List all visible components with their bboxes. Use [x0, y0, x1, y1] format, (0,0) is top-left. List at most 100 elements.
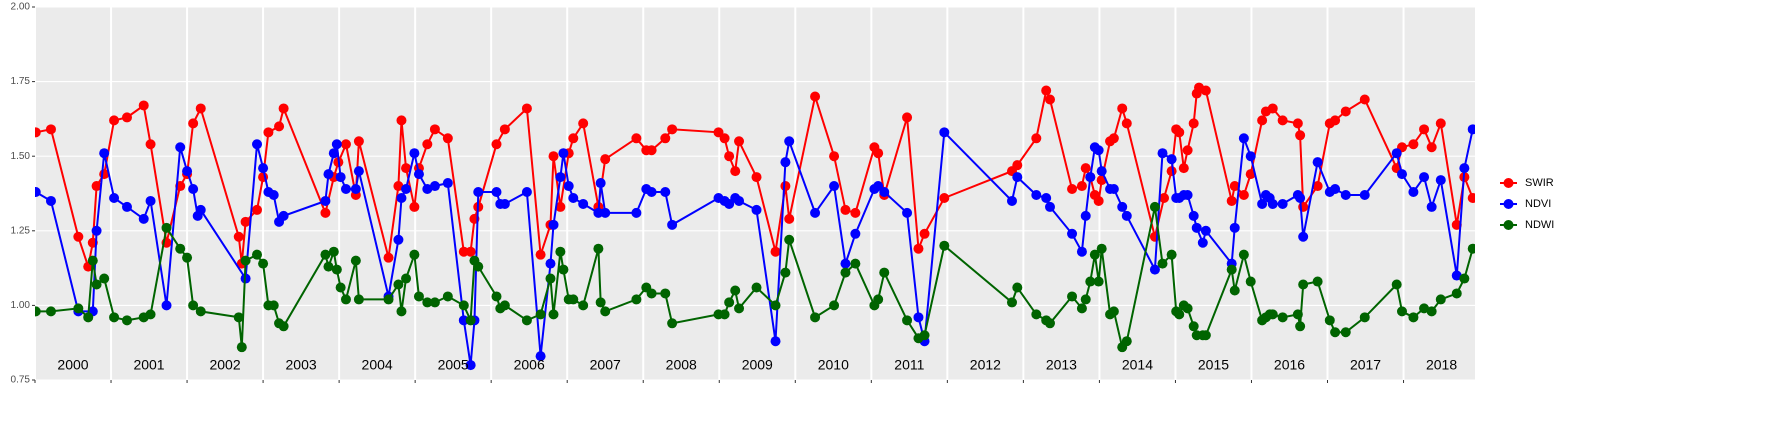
- x-tick-label: 2003: [286, 357, 317, 373]
- data-point: [45, 195, 56, 206]
- data-point: [91, 279, 102, 290]
- data-point: [1298, 279, 1309, 290]
- data-point: [1324, 315, 1335, 326]
- data-point: [1391, 279, 1402, 290]
- data-point: [1076, 246, 1087, 257]
- axes: 0.75 1.00 1.25 1.50 1.75 2.00 2000 2001 2002 2003…: [11, 2, 1458, 386]
- data-point: [73, 303, 84, 314]
- data-point: [1408, 139, 1419, 150]
- data-point: [784, 234, 795, 245]
- data-point: [1096, 166, 1107, 177]
- data-point: [1093, 276, 1104, 287]
- data-point: [340, 184, 351, 195]
- data-point: [1238, 189, 1249, 200]
- data-point: [1267, 309, 1278, 320]
- data-point: [667, 124, 678, 135]
- y-tick-label: 1.50: [11, 151, 31, 162]
- data-point: [1121, 210, 1132, 221]
- data-point: [109, 312, 120, 323]
- data-point: [335, 282, 346, 293]
- data-point: [35, 306, 41, 317]
- data-point: [340, 139, 351, 150]
- data-point: [458, 246, 469, 257]
- data-point: [919, 330, 930, 341]
- data-point: [1044, 201, 1055, 212]
- data-point: [1166, 154, 1177, 165]
- data-point: [521, 315, 532, 326]
- data-point: [323, 169, 334, 180]
- data-point: [1012, 172, 1023, 183]
- data-point: [646, 145, 657, 156]
- data-point: [1419, 172, 1430, 183]
- data-point: [879, 267, 890, 278]
- data-point: [87, 255, 98, 266]
- data-point: [1312, 276, 1323, 287]
- data-point: [939, 127, 950, 138]
- data-point: [422, 184, 433, 195]
- data-point: [734, 136, 745, 147]
- x-tick-label: 2013: [1046, 357, 1077, 373]
- data-point: [473, 261, 484, 272]
- data-point: [902, 112, 913, 123]
- data-point: [1226, 264, 1237, 275]
- data-point: [258, 258, 269, 269]
- x-tick-label: 2005: [438, 357, 469, 373]
- data-point: [393, 181, 404, 192]
- data-point: [320, 207, 331, 218]
- data-point: [278, 321, 289, 332]
- data-point: [660, 288, 671, 299]
- data-point: [236, 342, 247, 353]
- x-tick-label: 2009: [742, 357, 773, 373]
- data-point: [535, 249, 546, 260]
- data-point: [840, 204, 851, 215]
- data-point: [578, 300, 589, 311]
- data-point: [401, 163, 412, 174]
- data-point: [1419, 303, 1430, 314]
- data-point: [1226, 195, 1237, 206]
- data-point: [99, 148, 110, 159]
- data-point: [1426, 201, 1437, 212]
- data-point: [568, 192, 579, 203]
- data-point: [770, 246, 781, 257]
- x-tick-label: 2010: [818, 357, 849, 373]
- data-point: [1467, 124, 1475, 135]
- data-point: [145, 309, 156, 320]
- data-point: [850, 207, 861, 218]
- data-point: [810, 312, 821, 323]
- data-point: [499, 198, 510, 209]
- data-point: [1435, 175, 1446, 186]
- data-point: [442, 291, 453, 302]
- data-point: [175, 243, 186, 254]
- data-point: [730, 166, 741, 177]
- data-point: [1006, 297, 1017, 308]
- data-point: [1089, 249, 1100, 260]
- data-point: [1451, 288, 1462, 299]
- data-point: [409, 148, 420, 159]
- data-point: [902, 315, 913, 326]
- data-point: [600, 154, 611, 165]
- data-point: [491, 139, 502, 150]
- data-point: [810, 91, 821, 102]
- data-point: [521, 103, 532, 114]
- data-point: [331, 139, 342, 150]
- data-point: [401, 184, 412, 195]
- data-point: [600, 306, 611, 317]
- data-point: [161, 222, 172, 233]
- data-point: [829, 151, 840, 162]
- data-point: [393, 279, 404, 290]
- data-point: [195, 103, 206, 114]
- data-point: [780, 157, 791, 168]
- data-point: [873, 294, 884, 305]
- data-point: [913, 312, 924, 323]
- data-point: [1359, 189, 1370, 200]
- data-point: [99, 273, 110, 284]
- data-point: [667, 219, 678, 230]
- data-point: [558, 148, 569, 159]
- data-point: [350, 255, 361, 266]
- data-point: [195, 204, 206, 215]
- data-point: [1157, 148, 1168, 159]
- data-point: [1085, 172, 1096, 183]
- data-point: [770, 300, 781, 311]
- data-point: [91, 225, 102, 236]
- legend-label: SWIR: [1525, 177, 1554, 189]
